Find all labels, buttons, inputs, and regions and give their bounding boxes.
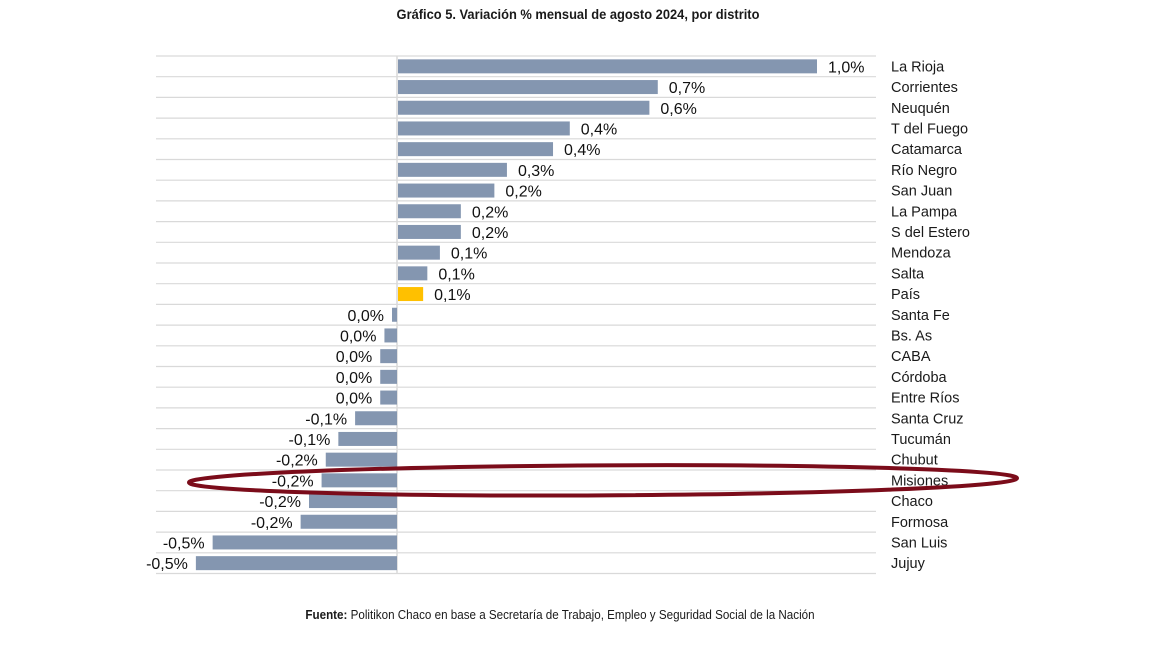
bar-misiones xyxy=(321,473,397,488)
category-label: Chubut xyxy=(891,453,938,469)
data-label: 0,0% xyxy=(336,370,372,387)
bar-san-juan xyxy=(398,183,495,198)
category-label: Tucumán xyxy=(891,432,951,448)
category-label: CABA xyxy=(891,349,931,365)
data-label: 0,4% xyxy=(564,142,600,159)
data-label: 0,2% xyxy=(505,184,541,201)
bar-santa-fe xyxy=(392,307,397,322)
bar-c-rdoba xyxy=(380,369,397,384)
bar-pa-s xyxy=(398,287,424,302)
bar-catamarca xyxy=(398,142,554,157)
category-label: San Luis xyxy=(891,535,947,551)
category-label: Bs. As xyxy=(891,328,932,344)
data-label: -0,1% xyxy=(305,411,347,428)
bars xyxy=(195,59,817,571)
bar-t-del-fuego xyxy=(398,121,570,136)
data-label: -0,2% xyxy=(251,515,293,532)
source-note: Fuente: Politikon Chaco en base a Secret… xyxy=(39,608,1081,622)
category-label: Salta xyxy=(891,266,925,282)
category-label: Catamarca xyxy=(891,142,963,158)
chart-title: Gráfico 5. Variación % mensual de agosto… xyxy=(396,6,760,22)
bar-s-del-estero xyxy=(398,224,461,239)
bar-r-o-negro xyxy=(398,162,507,177)
bar-corrientes xyxy=(398,80,658,95)
category-label: La Pampa xyxy=(891,204,958,220)
bar-entre-r-os xyxy=(380,390,397,405)
bar-la-pampa xyxy=(398,204,461,219)
category-label: País xyxy=(891,287,920,303)
annotation xyxy=(187,463,1019,498)
bar-chubut xyxy=(325,452,397,467)
data-label: -0,2% xyxy=(272,473,314,490)
category-label: San Juan xyxy=(891,184,952,200)
bar-chaco xyxy=(309,494,397,509)
data-label: 0,1% xyxy=(438,266,474,283)
bar-san-luis xyxy=(212,535,397,550)
data-label: 0,4% xyxy=(581,121,617,138)
category-labels: La Rioja Corrientes Neuquén T del Fuego Cata… xyxy=(891,59,970,572)
category-label: S del Estero xyxy=(891,225,970,241)
data-label: 0,7% xyxy=(669,80,705,97)
category-label: La Rioja xyxy=(891,59,945,75)
data-label: 0,3% xyxy=(518,163,554,180)
category-label: Mendoza xyxy=(891,246,952,262)
source-text: Politikon Chaco en base a Secretaría de … xyxy=(347,608,815,622)
data-label: -0,5% xyxy=(163,535,205,552)
bar-la-rioja xyxy=(398,59,817,74)
data-label: 0,0% xyxy=(336,391,372,408)
data-label: 1,0% xyxy=(828,59,864,76)
data-labels: 1,0% 0,7% 0,6% 0,4% 0,4% 0,3% 0,2% 0,2% 0,2% 0,1%… xyxy=(146,59,864,573)
bar-mendoza xyxy=(398,245,440,260)
category-label: Río Negro xyxy=(891,163,957,179)
bar-tucum-n xyxy=(338,431,397,446)
category-label: Neuquén xyxy=(891,101,950,117)
data-label: 0,1% xyxy=(434,287,470,304)
data-label: 0,2% xyxy=(472,204,508,221)
data-label: 0,2% xyxy=(472,225,508,242)
data-label: 0,0% xyxy=(348,308,384,325)
data-label: 0,0% xyxy=(340,328,376,345)
bar-jujuy xyxy=(195,556,397,571)
category-label: Córdoba xyxy=(891,370,948,386)
data-label: 0,0% xyxy=(336,349,372,366)
highlight-ellipse xyxy=(187,463,1019,498)
category-label: Misiones xyxy=(891,473,948,489)
data-label: -0,2% xyxy=(259,494,301,511)
data-label: -0,2% xyxy=(276,453,318,470)
data-label: -0,5% xyxy=(146,556,188,573)
category-label: Corrientes xyxy=(891,80,958,96)
data-label: 0,6% xyxy=(660,101,696,118)
category-label: Chaco xyxy=(891,494,933,510)
category-label: Formosa xyxy=(891,515,949,531)
category-label: Jujuy xyxy=(891,556,926,572)
category-label: Entre Ríos xyxy=(891,391,960,407)
bar-caba xyxy=(380,349,397,364)
source-label: Fuente: xyxy=(305,608,348,622)
category-label: Santa Cruz xyxy=(891,411,964,427)
bar-salta xyxy=(398,266,428,281)
bar-bs-as xyxy=(384,328,397,343)
bar-formosa xyxy=(300,514,397,529)
data-label: 0,1% xyxy=(451,246,487,263)
data-label: -0,1% xyxy=(289,432,331,449)
category-label: Santa Fe xyxy=(891,308,950,324)
category-label: T del Fuego xyxy=(891,121,968,137)
bar-neuqu-n xyxy=(398,100,650,115)
bar-santa-cruz xyxy=(355,411,397,426)
